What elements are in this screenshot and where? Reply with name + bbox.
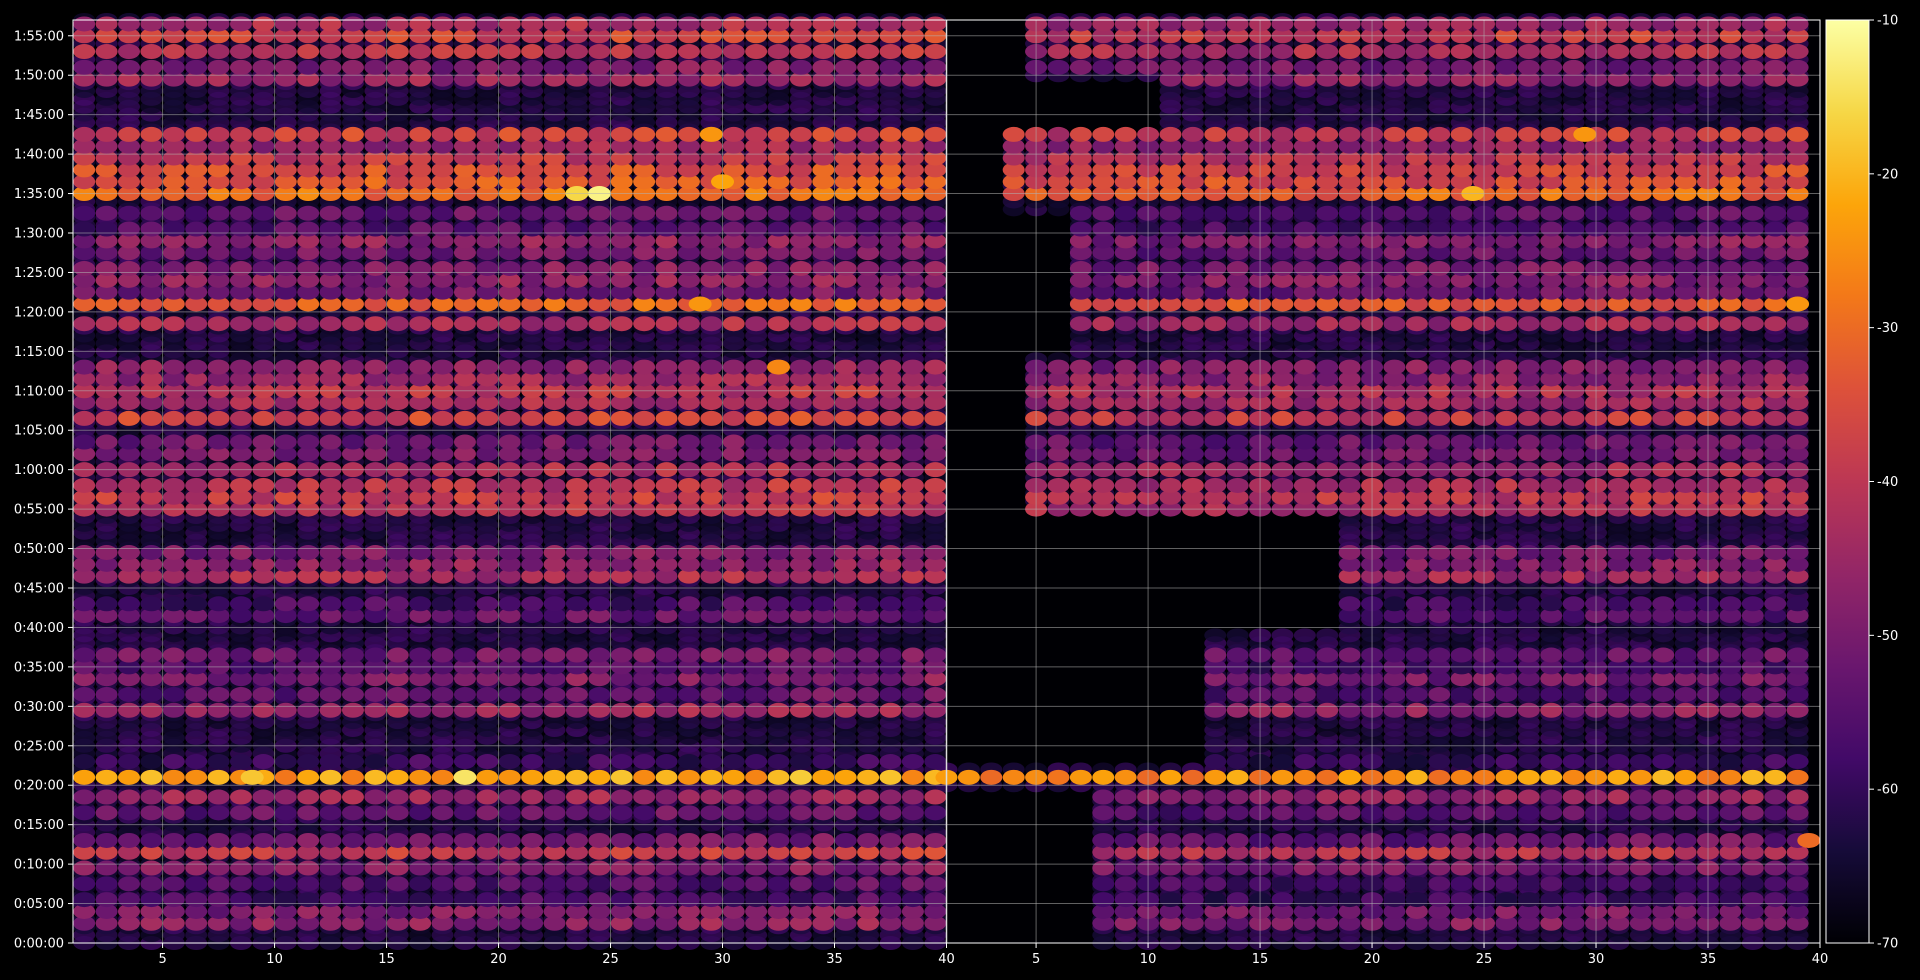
- plot-area: [72, 13, 1821, 950]
- heatmap-cell: [1271, 628, 1294, 643]
- heatmap-cell: [1316, 628, 1339, 643]
- heatmap-cell: [1226, 628, 1249, 643]
- heatmap-cell: [1293, 628, 1316, 643]
- heatmap-cell: [1204, 628, 1227, 643]
